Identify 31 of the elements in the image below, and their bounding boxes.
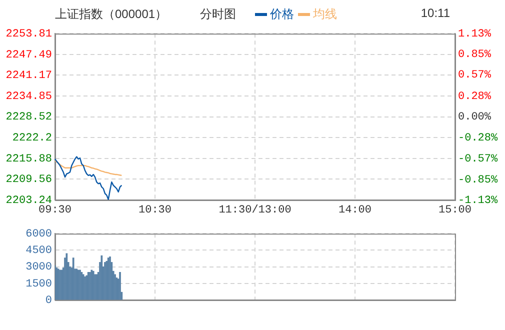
x-tick-label: 15:00	[438, 204, 472, 217]
y-tick-label: 2222.2	[12, 132, 52, 145]
x-tick-label: 10:30	[138, 204, 172, 217]
y2-tick-label: 0.85%	[458, 49, 492, 62]
y-tick-label: 2253.81	[6, 28, 52, 41]
y-tick-label: 2234.85	[6, 90, 52, 103]
y2-tick-label: -0.85%	[458, 174, 498, 186]
y-tick-label: 3000	[26, 262, 52, 274]
x-tick-label: 14:00	[338, 204, 372, 217]
y2-tick-label: 0.28%	[458, 91, 492, 104]
y-tick-label: 1500	[26, 278, 52, 290]
y2-tick-label: -0.28%	[458, 132, 498, 144]
y-tick-label: 2209.56	[6, 174, 52, 186]
y-tick-label: 2241.17	[6, 70, 52, 82]
chart-subtitle: 分时图	[200, 6, 236, 23]
y-tick-label: 2215.88	[6, 153, 52, 166]
text: 10:11	[420, 6, 450, 20]
y-tick-label: 0	[45, 294, 52, 307]
x-tick-label: 11:30/13:00	[218, 204, 292, 217]
y-tick-label: 4500	[26, 245, 52, 258]
y2-tick-label: -0.57%	[458, 154, 498, 166]
y-tick-label: 6000	[26, 228, 52, 241]
legend-label: 价格	[269, 7, 294, 21]
y-tick-label: 2247.49	[6, 49, 52, 62]
y2-tick-label: 1.13%	[458, 28, 492, 41]
x-tick-label: 09:30	[38, 204, 72, 217]
chart-title: 上证指数（000001）	[55, 6, 168, 23]
y2-tick-label: 0.00%	[458, 112, 492, 124]
legend-label: 均线	[312, 7, 337, 21]
y-tick-label: 2228.52	[6, 112, 52, 124]
y2-tick-label: 0.57%	[458, 70, 492, 82]
